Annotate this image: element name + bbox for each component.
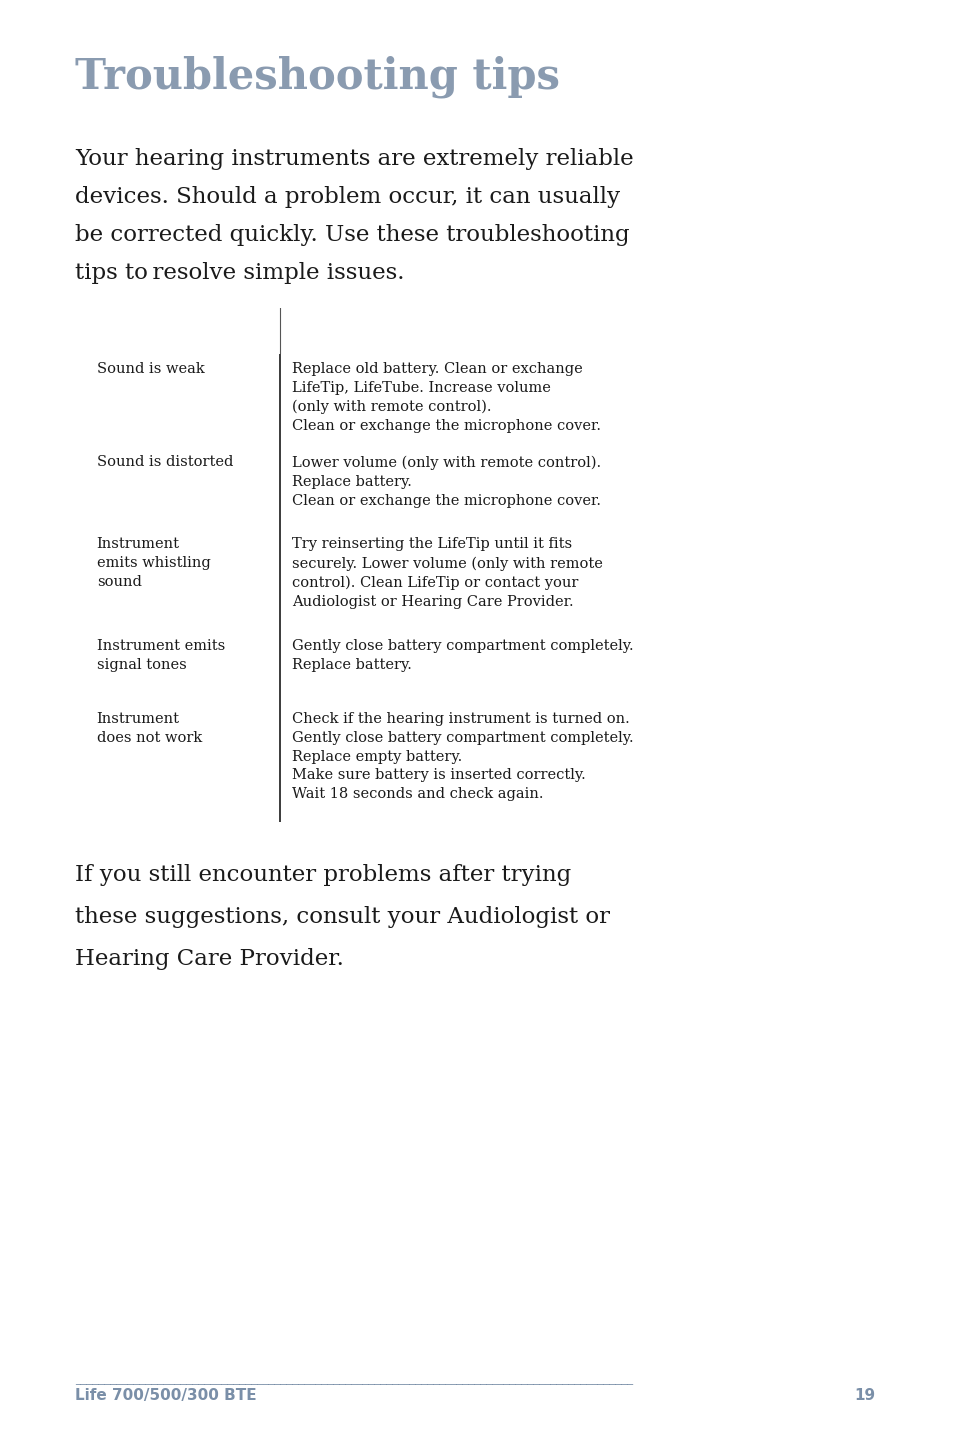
Text: Try reinserting the LifeTip until it fits
securely. Lower volume (only with remo: Try reinserting the LifeTip until it fit… (292, 538, 602, 610)
Text: Instrument
emits whistling
sound: Instrument emits whistling sound (96, 538, 211, 590)
Text: devices. Should a problem occur, it can usually: devices. Should a problem occur, it can … (75, 186, 619, 207)
Text: Life 700/500/300 BTE: Life 700/500/300 BTE (75, 1388, 256, 1402)
Text: Hearing Care Provider.: Hearing Care Provider. (75, 947, 343, 970)
Text: Instrument
does not work: Instrument does not work (96, 711, 202, 744)
Text: ────────────────────────────────────────────────────────────────────────────────: ────────────────────────────────────────… (75, 1379, 633, 1390)
Text: If you still encounter problems after trying: If you still encounter problems after tr… (75, 864, 571, 886)
Text: Possible solution: Possible solution (292, 322, 458, 341)
Text: Gently close battery compartment completely.
Replace battery.: Gently close battery compartment complet… (292, 640, 633, 673)
Text: 19: 19 (853, 1388, 874, 1402)
Text: Lower volume (only with remote control).
Replace battery.
Clean or exchange the : Lower volume (only with remote control).… (292, 455, 600, 508)
Text: Sound is distorted: Sound is distorted (96, 455, 233, 469)
Text: Sound is weak: Sound is weak (96, 362, 204, 375)
Text: Troubleshooting tips: Troubleshooting tips (75, 54, 559, 97)
Text: Replace old battery. Clean or exchange
LifeTip, LifeTube. Increase volume
(only : Replace old battery. Clean or exchange L… (292, 362, 600, 434)
Text: be corrected quickly. Use these troubleshooting: be corrected quickly. Use these troubles… (75, 225, 629, 246)
Text: Problem: Problem (96, 322, 178, 341)
Text: Check if the hearing instrument is turned on.
Gently close battery compartment c: Check if the hearing instrument is turne… (292, 711, 633, 801)
Text: these suggestions, consult your Audiologist or: these suggestions, consult your Audiolog… (75, 906, 609, 927)
Text: Your hearing instruments are extremely reliable: Your hearing instruments are extremely r… (75, 147, 633, 170)
Text: Instrument emits
signal tones: Instrument emits signal tones (96, 640, 225, 673)
Text: tips to resolve simple issues.: tips to resolve simple issues. (75, 262, 404, 283)
